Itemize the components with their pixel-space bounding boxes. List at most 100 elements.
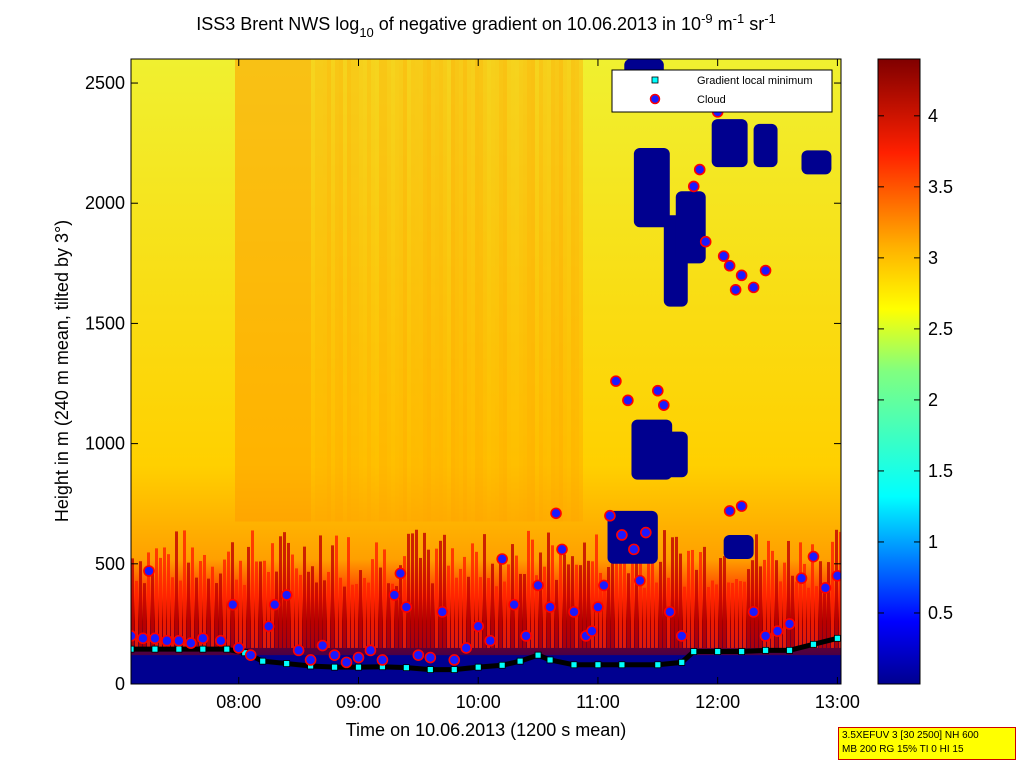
cloud-point bbox=[137, 632, 149, 645]
cloud-point bbox=[131, 630, 137, 642]
cloud-point bbox=[628, 543, 640, 556]
y-tick-label: 0 bbox=[115, 674, 125, 694]
cloud-point bbox=[622, 394, 634, 407]
cloud-point bbox=[568, 606, 580, 618]
min-point bbox=[654, 661, 662, 669]
cloud-point bbox=[759, 264, 772, 277]
cloud-point bbox=[550, 507, 562, 520]
min-point bbox=[834, 634, 841, 642]
y-axis-label: Height in m (240 m mean, tilted by 3°) bbox=[52, 220, 72, 522]
cloud-point bbox=[675, 630, 688, 642]
cloud-point bbox=[807, 550, 820, 563]
cloud-point bbox=[448, 654, 461, 666]
cloud-point bbox=[693, 163, 706, 176]
colorbar-tick-label: 1.5 bbox=[928, 461, 953, 481]
cloud-point bbox=[759, 630, 772, 642]
cloud-point bbox=[388, 589, 401, 601]
min-point bbox=[714, 648, 722, 655]
cloud-point bbox=[143, 565, 155, 577]
cloud-point bbox=[652, 384, 664, 397]
cloud-point bbox=[292, 644, 305, 657]
cloud-point bbox=[592, 601, 604, 613]
cloud-point bbox=[304, 654, 317, 666]
cloud-point bbox=[729, 283, 742, 296]
cloud-point bbox=[376, 654, 389, 666]
cloud-point bbox=[699, 235, 712, 248]
colorbar-tick-label: 3.5 bbox=[928, 177, 953, 197]
min-point bbox=[738, 648, 746, 655]
cloud-point bbox=[232, 642, 245, 654]
min-point bbox=[355, 663, 362, 671]
y-tick-label: 2500 bbox=[85, 73, 125, 93]
cloud-point bbox=[532, 579, 544, 592]
x-tick-label: 12:00 bbox=[695, 692, 740, 712]
min-point bbox=[426, 666, 434, 673]
min-point bbox=[402, 664, 410, 672]
annotation-line-2: MB 200 RG 15% TI 0 HI 15 bbox=[842, 744, 964, 755]
cloud-point bbox=[436, 606, 449, 618]
cloud-point bbox=[783, 618, 796, 630]
min-point bbox=[259, 657, 267, 665]
cloud-point bbox=[723, 259, 736, 272]
min-point bbox=[283, 660, 291, 667]
min-point bbox=[678, 658, 686, 666]
colorbar: 0.5 1 1.5 2 2.5 3 3.5 4 bbox=[877, 58, 953, 685]
x-tick-label: 13:00 bbox=[815, 692, 860, 712]
cloud-point bbox=[747, 281, 760, 294]
min-point bbox=[516, 657, 524, 665]
cloud-point bbox=[735, 500, 748, 512]
annotation-box: 3.5XEFUV 3 [30 2500] NH 600 MB 200 RG 15… bbox=[838, 727, 1016, 760]
y-tick-label: 2000 bbox=[85, 193, 125, 213]
cloud-point bbox=[520, 630, 532, 642]
cloud-point bbox=[771, 625, 784, 637]
min-point bbox=[594, 661, 602, 669]
cloud-point bbox=[616, 529, 628, 541]
legend-cloud-label: Cloud bbox=[697, 94, 726, 106]
min-point bbox=[786, 646, 793, 654]
cloud-point bbox=[604, 509, 616, 522]
min-point bbox=[810, 640, 817, 648]
cloud-point bbox=[544, 601, 556, 613]
cloud-point bbox=[214, 634, 227, 647]
cloud-point bbox=[352, 651, 365, 664]
legend-min-label: Gradient local minimum bbox=[697, 75, 813, 87]
cloud-point bbox=[340, 656, 353, 669]
x-tick-label: 08:00 bbox=[216, 692, 261, 712]
cloud-point bbox=[460, 642, 473, 654]
y-tick-label: 1500 bbox=[85, 313, 125, 333]
cloud-point bbox=[185, 637, 197, 649]
cloud-point bbox=[747, 606, 760, 618]
legend-min-marker bbox=[651, 76, 659, 84]
cloud-point bbox=[161, 634, 173, 647]
colorbar-tick-label: 0.5 bbox=[928, 603, 953, 623]
min-point bbox=[450, 666, 458, 673]
cloud-point bbox=[610, 375, 622, 387]
min-point bbox=[534, 651, 542, 659]
cloud-point bbox=[149, 632, 161, 645]
cloud-point bbox=[244, 649, 257, 661]
cloud-point bbox=[508, 598, 520, 611]
x-tick-label: 10:00 bbox=[456, 692, 501, 712]
cloud-point bbox=[364, 644, 377, 657]
cloud-point bbox=[735, 269, 748, 282]
cloud-point bbox=[586, 625, 598, 637]
colorbar-tick-label: 2 bbox=[928, 390, 938, 410]
cloud-point bbox=[634, 574, 646, 587]
min-point bbox=[331, 663, 338, 671]
min-point bbox=[175, 645, 183, 653]
cloud-point bbox=[657, 399, 670, 411]
cloud-point bbox=[173, 634, 185, 647]
chart-title: ISS3 Brent NWS log10 of negative gradien… bbox=[196, 11, 776, 40]
cloud-point bbox=[717, 250, 730, 262]
cloud-point bbox=[598, 579, 610, 592]
cloud-point bbox=[831, 570, 841, 582]
cloud-point bbox=[316, 639, 329, 652]
min-point bbox=[131, 645, 135, 653]
colorbar-tick-label: 1 bbox=[928, 532, 938, 552]
x-axis-label: Time on 10.06.2013 (1200 s mean) bbox=[346, 720, 627, 740]
cloud-point bbox=[268, 598, 281, 611]
colorbar-tick-label: 2.5 bbox=[928, 319, 953, 339]
cloud-point bbox=[687, 180, 700, 193]
min-point bbox=[151, 645, 159, 653]
